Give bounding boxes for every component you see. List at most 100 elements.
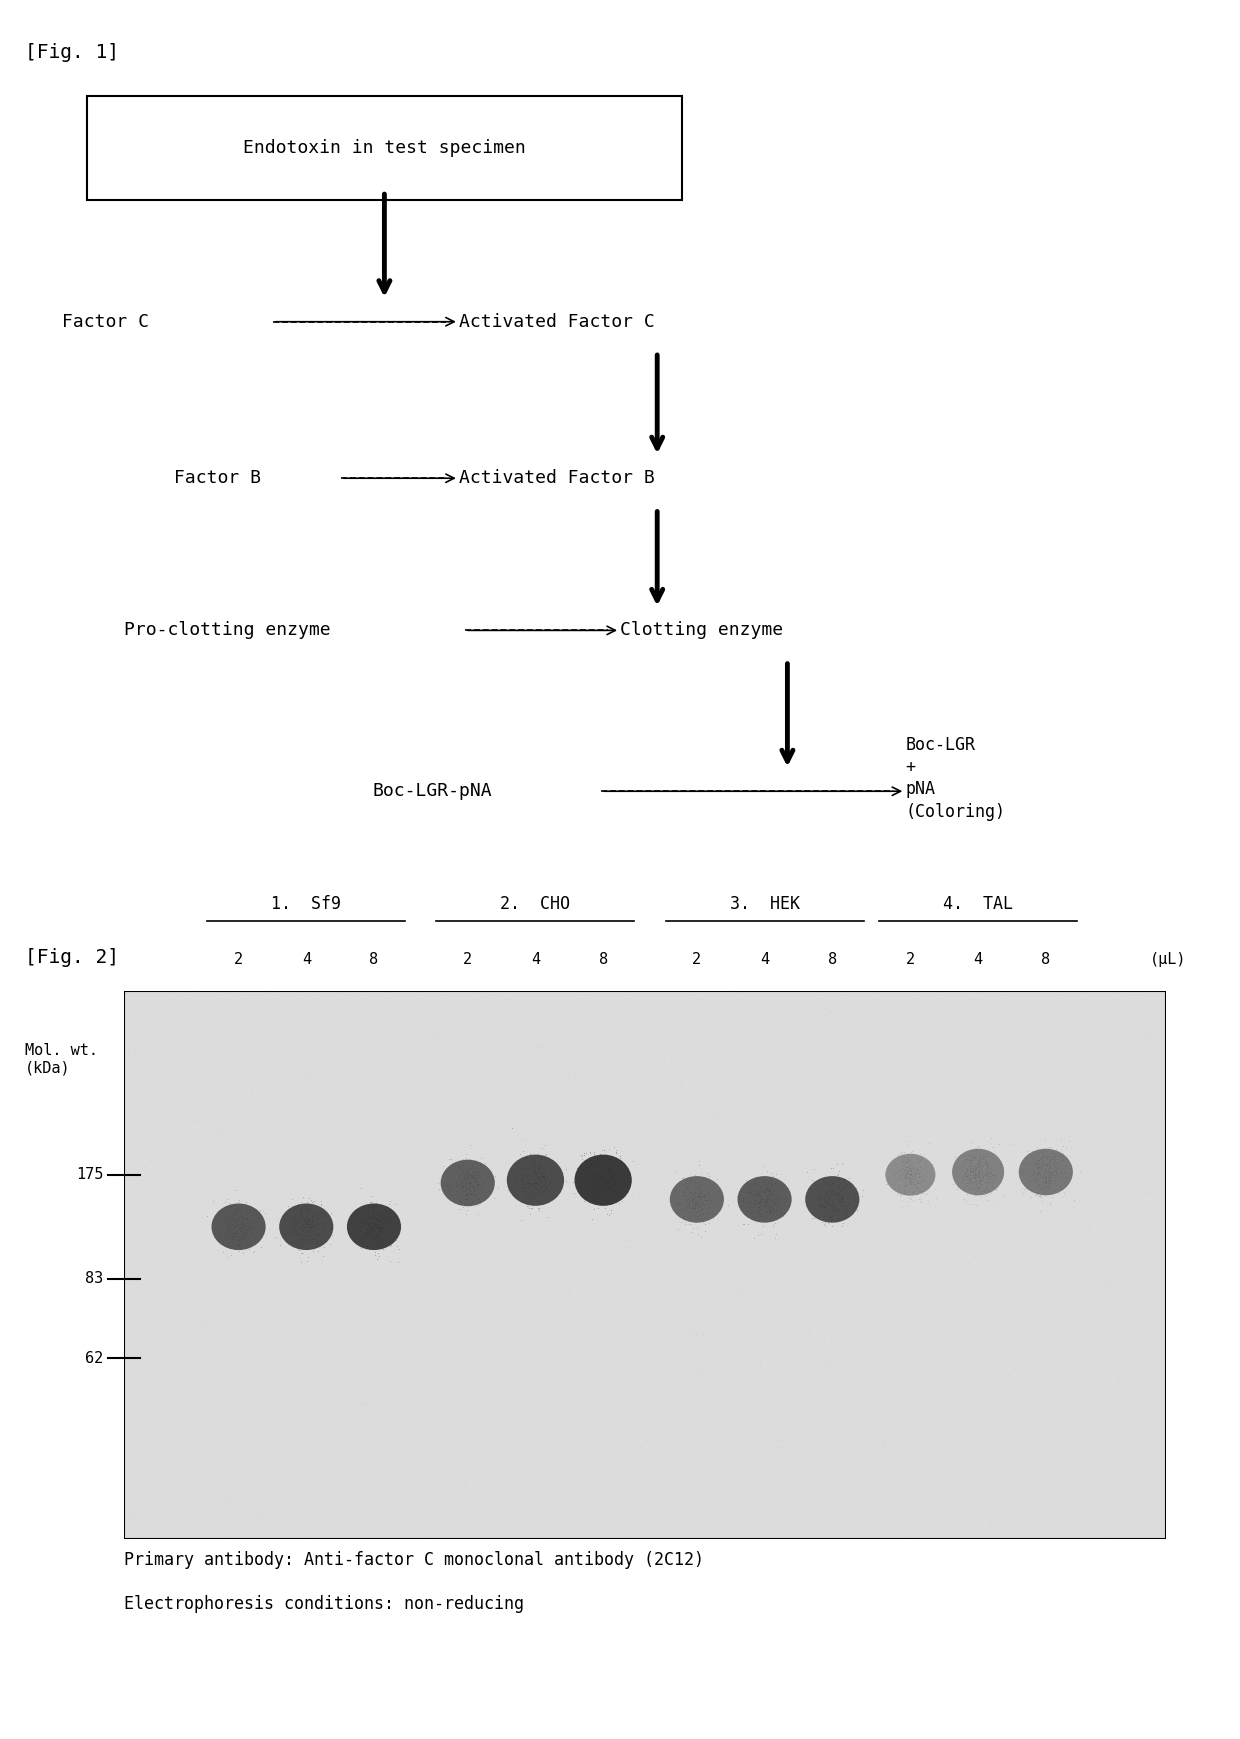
Point [480, 1059, 500, 1087]
Point [686, 1174, 706, 1202]
Point [407, 1118, 427, 1146]
Point [284, 1502, 304, 1530]
Point [756, 1170, 776, 1198]
Point [601, 1172, 621, 1200]
Point [866, 1287, 885, 1315]
Point [686, 1179, 706, 1207]
Point [584, 1169, 604, 1196]
Point [601, 1153, 621, 1181]
Point [636, 1275, 656, 1303]
Point [582, 1153, 601, 1181]
Point [441, 1292, 461, 1320]
Point [707, 1438, 727, 1466]
Point [232, 1202, 252, 1229]
Point [734, 1017, 754, 1045]
Point [1056, 1163, 1076, 1191]
Point [1007, 1002, 1027, 1029]
Point [216, 1221, 236, 1249]
Point [456, 1191, 476, 1219]
Point [541, 1216, 560, 1243]
Point [146, 1243, 166, 1271]
Point [1154, 1075, 1174, 1103]
Point [284, 1023, 304, 1050]
Point [1003, 1054, 1023, 1082]
Point [361, 1188, 381, 1216]
Point [959, 1149, 978, 1177]
Point [290, 1005, 310, 1033]
Point [527, 1160, 547, 1188]
Point [962, 1181, 982, 1209]
Point [598, 1383, 618, 1410]
Point [547, 1309, 567, 1337]
Point [269, 1141, 289, 1169]
Point [233, 1522, 253, 1549]
Point [322, 1170, 342, 1198]
Point [833, 1188, 853, 1216]
Point [1154, 1445, 1174, 1473]
Point [1130, 1443, 1149, 1471]
Point [306, 1219, 326, 1247]
Point [1044, 1158, 1064, 1186]
Point [1037, 1155, 1056, 1183]
Point [673, 1146, 693, 1174]
Point [469, 1156, 489, 1184]
Point [970, 1376, 990, 1403]
Point [756, 1184, 776, 1212]
Point [528, 1139, 548, 1167]
Point [1080, 1402, 1100, 1429]
Point [627, 1109, 647, 1137]
Point [923, 1384, 942, 1412]
Point [465, 1167, 485, 1195]
Point [324, 1414, 343, 1442]
Point [280, 1450, 300, 1478]
Point [150, 1509, 170, 1537]
Point [1023, 1323, 1043, 1351]
Point [538, 1170, 558, 1198]
Point [837, 1490, 857, 1518]
Point [529, 1155, 549, 1183]
Point [843, 1012, 863, 1040]
Point [578, 1162, 598, 1189]
Point [467, 1351, 487, 1379]
Point [336, 1010, 356, 1038]
Point [889, 1139, 909, 1167]
Point [608, 1059, 627, 1087]
Point [449, 1153, 469, 1181]
Point [827, 1181, 847, 1209]
Point [693, 1320, 713, 1348]
Point [683, 1195, 703, 1223]
Point [301, 1216, 321, 1243]
Point [1033, 1146, 1053, 1174]
Point [997, 1462, 1017, 1490]
Point [639, 1306, 658, 1334]
Point [208, 1151, 228, 1179]
Point [1044, 1144, 1064, 1172]
Point [1043, 1143, 1063, 1170]
Point [1004, 1268, 1024, 1296]
Point [697, 1049, 717, 1076]
Point [1140, 1179, 1159, 1207]
Point [982, 1511, 1002, 1539]
Point [667, 988, 687, 1016]
Point [1058, 1144, 1078, 1172]
Point [436, 1186, 456, 1214]
Point [541, 1012, 560, 1040]
Point [294, 1205, 314, 1233]
Point [961, 1176, 981, 1203]
Point [719, 1082, 739, 1109]
Point [343, 1478, 363, 1506]
Point [298, 1217, 317, 1245]
Point [968, 1144, 988, 1172]
Point [270, 1226, 290, 1254]
Point [126, 1226, 146, 1254]
Point [512, 1391, 532, 1419]
Point [749, 1181, 769, 1209]
Point [231, 1203, 250, 1231]
Point [782, 1216, 802, 1243]
Point [309, 1019, 329, 1047]
Point [386, 1000, 405, 1028]
Point [449, 1179, 469, 1207]
Point [1004, 1183, 1024, 1210]
Point [293, 1184, 312, 1212]
Point [745, 1181, 765, 1209]
